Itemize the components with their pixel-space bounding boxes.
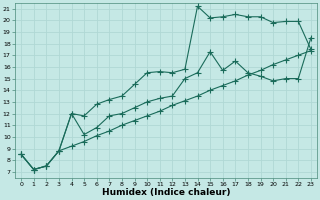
X-axis label: Humidex (Indice chaleur): Humidex (Indice chaleur) <box>102 188 230 197</box>
